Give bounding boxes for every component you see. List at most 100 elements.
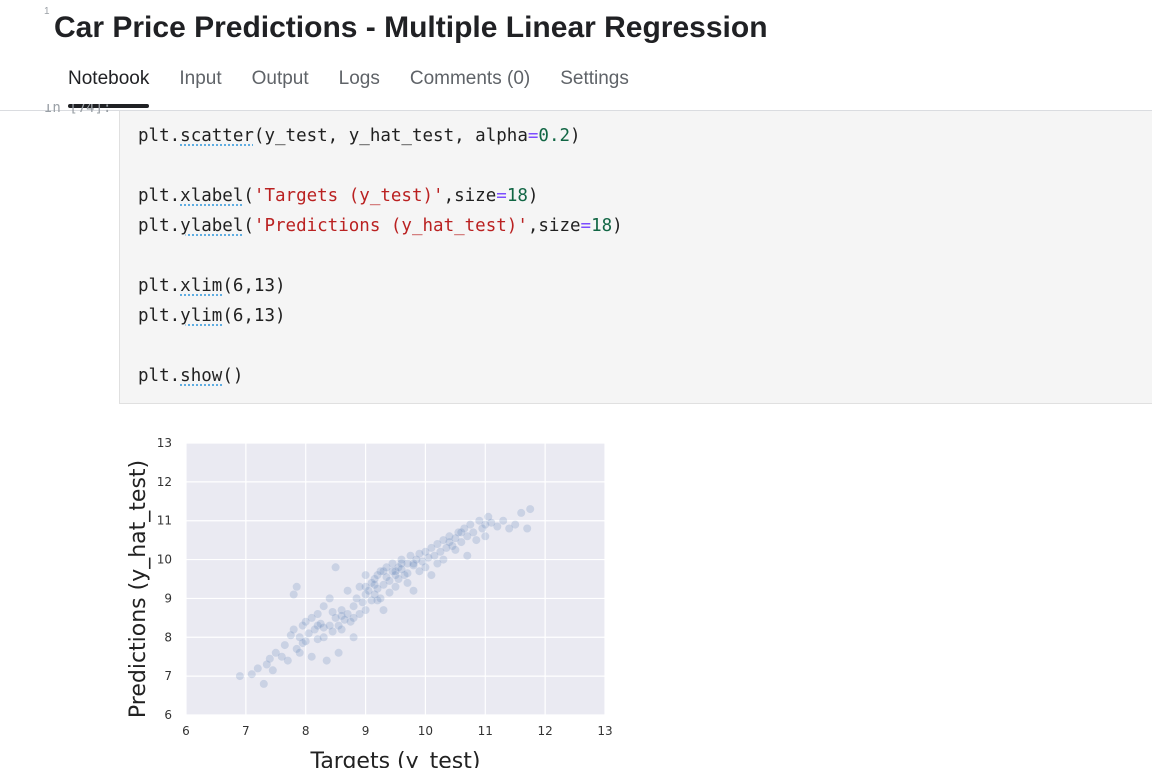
- scatter-point: [397, 565, 406, 574]
- scatter-point: [355, 582, 364, 591]
- scatter-point: [373, 584, 382, 593]
- scatter-point: [391, 571, 400, 580]
- scatter-point: [517, 508, 526, 517]
- code-line: plt.xlabel('Targets (y_test)',size=18): [138, 186, 539, 206]
- tab-settings[interactable]: Settings: [560, 68, 629, 89]
- tab-output[interactable]: Output: [251, 68, 309, 89]
- scatter-point: [295, 633, 304, 642]
- scatter-point: [379, 606, 388, 615]
- code-line: [138, 241, 623, 271]
- scatter-point: [385, 576, 394, 585]
- scatter-point: [466, 520, 475, 529]
- scatter-point: [313, 621, 322, 630]
- code-line: plt.show(): [138, 366, 244, 386]
- tab-input[interactable]: Input: [179, 68, 222, 89]
- code-editor[interactable]: plt.scatter(y_test, y_hat_test, alpha=0.…: [138, 121, 623, 391]
- cell-prompt: In [74]:: [44, 104, 112, 116]
- scatter-point: [430, 551, 439, 560]
- scatter-point: [331, 563, 340, 572]
- scatter-point: [382, 563, 391, 572]
- scatter-point: [481, 520, 490, 529]
- scatter-point: [442, 543, 451, 552]
- scatter-point: [427, 543, 436, 552]
- scatter-point: [319, 602, 328, 611]
- scatter-point: [415, 549, 424, 558]
- scatter-point: [367, 578, 376, 587]
- scatter-point: [457, 538, 466, 547]
- y-tick-label: 13: [157, 436, 172, 450]
- scatter-point: [523, 524, 532, 533]
- scatter-point: [439, 555, 448, 564]
- scatter-point: [370, 575, 379, 583]
- scatter-point: [286, 631, 295, 640]
- scatter-point: [334, 621, 343, 630]
- scatter-point: [391, 567, 400, 576]
- scatter-point: [280, 641, 289, 650]
- y-tick-label: 6: [164, 708, 172, 722]
- x-tick-label: 11: [478, 724, 493, 738]
- scatter-point: [439, 536, 448, 545]
- scatter-point: [382, 573, 391, 582]
- scatter-point: [283, 656, 292, 665]
- scatter-point: [421, 547, 430, 556]
- scatter-point: [325, 621, 334, 630]
- scatter-point: [526, 505, 535, 514]
- scatter-point: [481, 532, 490, 541]
- code-line: plt.scatter(y_test, y_hat_test, alpha=0.…: [138, 126, 581, 146]
- scatter-point: [304, 629, 313, 638]
- scatter-point: [379, 567, 388, 576]
- scatter-point: [319, 623, 328, 632]
- tab-comments[interactable]: Comments (0): [409, 68, 531, 89]
- scatter-point: [397, 555, 406, 564]
- scatter-point: [328, 627, 337, 636]
- y-tick-label: 7: [164, 669, 172, 683]
- scatter-point: [427, 571, 436, 580]
- code-cell[interactable]: plt.scatter(y_test, y_hat_test, alpha=0.…: [119, 111, 1152, 404]
- x-tick-label: 8: [302, 724, 310, 738]
- scatter-point: [316, 619, 325, 628]
- y-tick-label: 10: [157, 553, 172, 567]
- code-line: plt.ylabel('Predictions (y_hat_test)',si…: [138, 216, 623, 236]
- tab-notebook[interactable]: Notebook: [68, 64, 150, 110]
- scatter-point: [262, 660, 271, 669]
- x-tick-label: 12: [538, 724, 553, 738]
- scatter-point: [370, 580, 379, 589]
- scatter-point: [445, 538, 454, 547]
- scatter-point: [301, 637, 310, 646]
- scatter-point: [307, 652, 316, 661]
- scatter-point: [421, 563, 430, 572]
- scatter-point: [277, 652, 286, 661]
- scatter-point: [469, 528, 478, 537]
- x-tick-label: 9: [362, 724, 370, 738]
- y-axis-label: Predictions (y_hat_test): [126, 460, 151, 718]
- scatter-point: [325, 594, 334, 603]
- scatter-point: [397, 559, 406, 568]
- scatter-point: [340, 615, 349, 624]
- x-tick-label: 10: [418, 724, 433, 738]
- scatter-point: [433, 559, 442, 568]
- scatter-point: [298, 621, 307, 630]
- x-tick-label: 7: [242, 724, 250, 738]
- scatter-point: [463, 551, 472, 560]
- scatter-point: [271, 648, 280, 657]
- code-line: plt.xlim(6,13): [138, 276, 286, 296]
- scatter-point: [418, 557, 427, 566]
- scatter-point: [409, 561, 418, 570]
- scatter-point: [328, 608, 337, 616]
- scatter-point: [394, 575, 403, 583]
- scatter-point: [313, 635, 322, 644]
- code-line: [138, 151, 623, 181]
- scatter-point: [436, 547, 445, 556]
- scatter-point: [463, 532, 472, 541]
- scatter-point: [403, 559, 412, 568]
- scatter-point: [472, 536, 481, 545]
- scatter-point: [337, 606, 346, 615]
- scatter-point: [451, 534, 460, 543]
- scatter-point: [373, 571, 382, 580]
- scatter-point: [424, 553, 433, 562]
- scatter-point: [460, 524, 469, 533]
- tab-logs[interactable]: Logs: [338, 68, 380, 89]
- scatter-point: [391, 582, 400, 591]
- scatter-point: [358, 598, 367, 607]
- scatter-point: [319, 633, 328, 642]
